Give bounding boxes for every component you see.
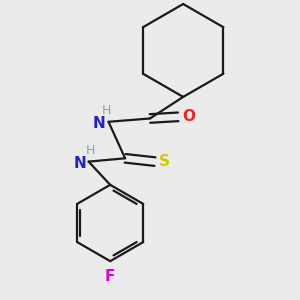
Text: H: H xyxy=(85,144,95,157)
Text: S: S xyxy=(159,154,170,169)
Text: O: O xyxy=(182,109,195,124)
Text: N: N xyxy=(73,156,86,171)
Text: N: N xyxy=(93,116,106,131)
Text: H: H xyxy=(102,104,112,117)
Text: F: F xyxy=(105,269,116,284)
